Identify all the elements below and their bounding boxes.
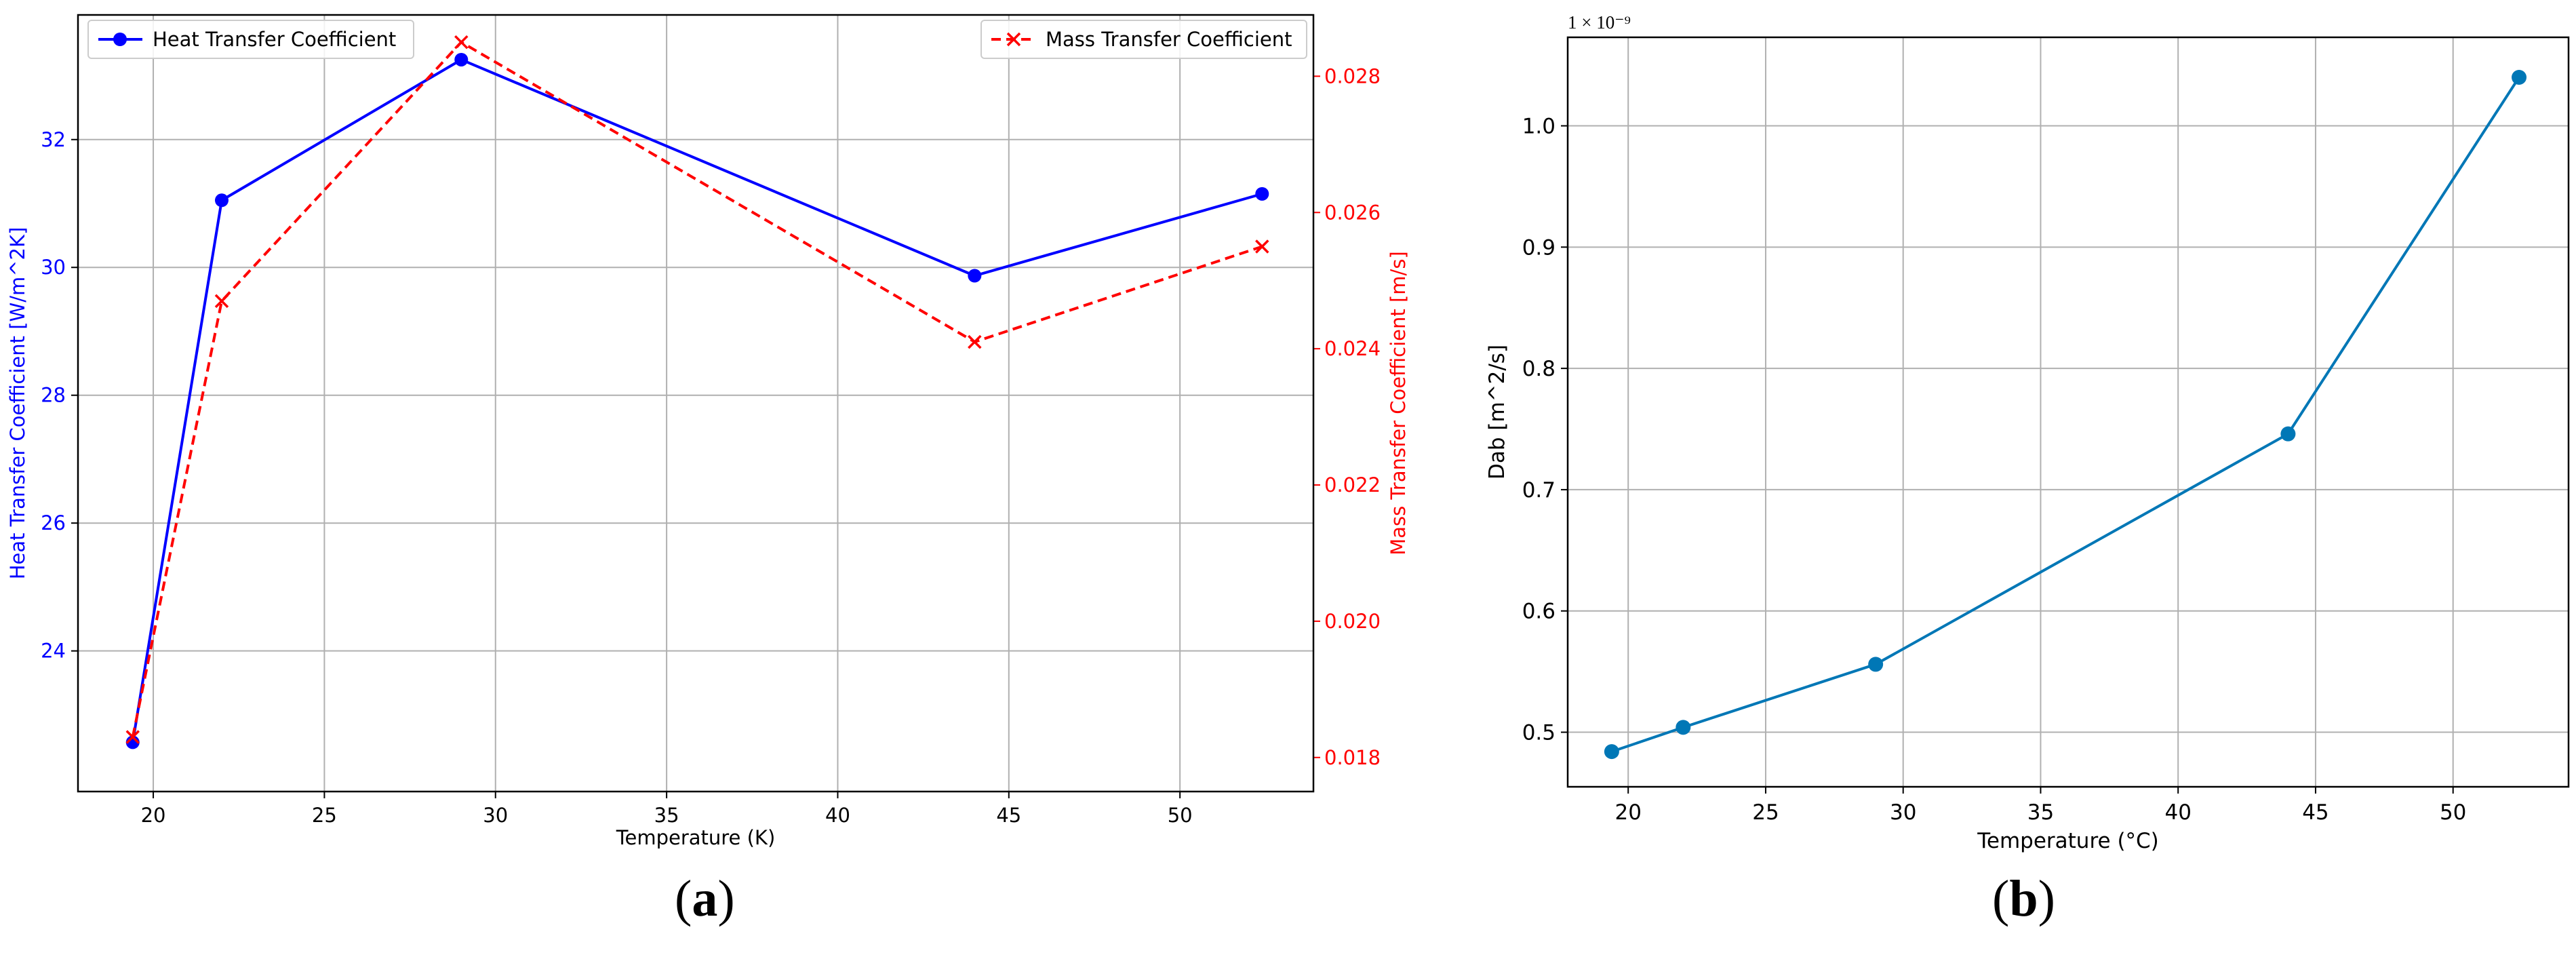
y-left-tick-label: 32	[41, 128, 66, 151]
x-tick-label: 35	[654, 804, 679, 827]
y-right-tick-label: 0.026	[1324, 201, 1381, 224]
x-tick-label: 50	[2440, 800, 2466, 825]
y-tick-label: 0.7	[1522, 478, 1555, 503]
legend-box	[980, 20, 1307, 59]
data-point-heat	[454, 52, 469, 66]
x-tick-label: 35	[2027, 800, 2054, 825]
y-right-tick-label: 0.020	[1324, 610, 1381, 633]
data-point-heat	[968, 269, 982, 283]
data-point-dab	[2280, 426, 2296, 442]
x-tick-label: 25	[312, 804, 337, 827]
grid-lines	[1568, 37, 2569, 787]
y-left-tick-label: 26	[41, 511, 66, 534]
x-tick-label: 40	[825, 804, 850, 827]
y-tick-label: 0.9	[1522, 235, 1555, 260]
data-point-mass	[1255, 239, 1269, 254]
series-line-mass	[131, 40, 1263, 738]
data-point-dab	[1868, 657, 1884, 672]
panel-label-a: a	[692, 870, 718, 927]
series-line-heat	[131, 58, 1263, 743]
y-left-tick-label: 28	[41, 384, 66, 407]
x-axis-label: Temperature (K)	[616, 826, 776, 849]
data-point-dab	[1604, 744, 1619, 760]
x-tick-label: 20	[141, 804, 166, 827]
chart-panel-a: 20 25 30 35 40 45 50 24 26 28 30 32 0.018 0.020 0.02…	[6, 14, 1410, 849]
legend-label-heat: Heat Transfer Coefficient	[153, 28, 396, 51]
x-ticks: 20 25 30 35 40 45 50	[141, 792, 1193, 827]
y-left-tick-label: 30	[41, 256, 66, 279]
y-left-tick-label: 24	[41, 640, 66, 663]
y-right-tick-label: 0.018	[1324, 746, 1381, 769]
panel-caption-b: (b)	[1992, 870, 2055, 927]
x-ticks: 20 25 30 35 40 45 50	[1614, 787, 2466, 825]
data-point-mass	[214, 294, 229, 309]
y-right-tick-label: 0.024	[1324, 337, 1381, 360]
plot-frame	[77, 14, 1315, 793]
y-axis-label: Dab [m^2/s]	[1485, 345, 1509, 480]
legend-label-mass: Mass Transfer Coefficient	[1046, 28, 1292, 51]
y-axis-label-left: Heat Transfer Coefficient [W/m^2K]	[6, 227, 29, 580]
x-tick-label: 25	[1752, 800, 1779, 825]
data-series	[125, 35, 1269, 749]
data-point-dab	[1676, 720, 1691, 735]
panel-label-b: b	[2009, 870, 2038, 927]
y-left-ticks: 24 26 28 30 32	[41, 128, 78, 663]
plot-frame	[1566, 36, 2570, 788]
data-point-heat	[1255, 187, 1269, 201]
y-tick-label: 0.5	[1522, 721, 1555, 745]
legend-box	[87, 20, 414, 59]
y-tick-label: 1.0	[1522, 115, 1555, 139]
legend-heat: Heat Transfer Coefficient	[87, 20, 414, 59]
x-tick-label: 45	[996, 804, 1021, 827]
x-tick-label: 40	[2164, 800, 2191, 825]
data-point-mass	[968, 334, 982, 349]
series-line-dab	[1611, 76, 2520, 754]
grid-lines	[78, 15, 1313, 792]
data-point-mass	[454, 35, 469, 50]
x-tick-label: 30	[483, 804, 508, 827]
y-right-tick-label: 0.022	[1324, 473, 1381, 496]
y-right-tick-label: 0.028	[1324, 64, 1381, 87]
chart-panel-b: 20 25 30 35 40 45 50 0.5 0.6 0.7 0.8 0.9 1.0 1 × 10…	[1485, 12, 2570, 853]
x-tick-label: 50	[1168, 804, 1193, 827]
y-axis-label-right: Mass Transfer Coefficient [m/s]	[1387, 251, 1410, 556]
data-point-dab	[2512, 70, 2527, 85]
y-offset-text: 1 × 10⁻⁹	[1568, 12, 1631, 33]
legend-mass: Mass Transfer Coefficient	[980, 20, 1307, 59]
y-right-ticks: 0.018 0.020 0.022 0.024 0.026 0.028	[1313, 64, 1381, 769]
x-tick-label: 20	[1614, 800, 1641, 825]
y-ticks: 0.5 0.6 0.7 0.8 0.9 1.0	[1522, 115, 1568, 745]
y-tick-label: 0.8	[1522, 357, 1555, 381]
x-axis-label: Temperature (°C)	[1977, 829, 2159, 853]
legend-swatch-marker	[113, 33, 127, 46]
panel-caption-a: (a)	[675, 870, 735, 927]
data-series	[1604, 70, 2527, 760]
x-tick-label: 30	[1890, 800, 1916, 825]
data-point-heat	[214, 193, 229, 208]
x-tick-label: 45	[2302, 800, 2329, 825]
legend-swatch-marker	[1006, 32, 1021, 47]
y-tick-label: 0.6	[1522, 600, 1555, 624]
data-point-mass	[125, 730, 140, 744]
